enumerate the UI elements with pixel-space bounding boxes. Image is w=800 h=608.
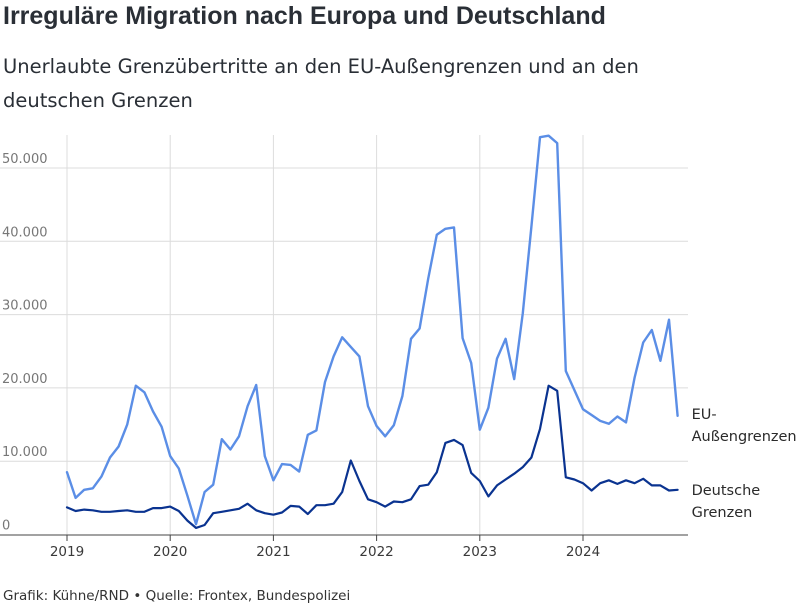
y-tick-label: 10.000 xyxy=(2,445,48,460)
series-label: Grenzen xyxy=(692,505,753,521)
y-tick-label: 50.000 xyxy=(2,152,48,167)
series-label: Deutsche xyxy=(692,483,761,499)
series-line-deutsche-grenzen xyxy=(65,384,679,530)
chart-subtitle: Unerlaubte Grenzübertritte an den EU-Auß… xyxy=(3,55,639,112)
y-tick-label: 30.000 xyxy=(2,299,48,314)
x-tick-label: 2019 xyxy=(50,544,84,560)
x-tick-label: 2022 xyxy=(359,544,393,560)
chart-title: Irreguläre Migration nach Europa und Deu… xyxy=(3,2,606,30)
x-tick-label: 2024 xyxy=(566,544,600,560)
y-tick-label: 40.000 xyxy=(2,225,48,240)
y-tick-label: 20.000 xyxy=(2,372,48,387)
y-tick-label: 0 xyxy=(2,519,10,534)
chart-source: Grafik: Kühne/RND • Quelle: Frontex, Bun… xyxy=(3,588,351,604)
series-label: EU- xyxy=(692,407,717,423)
x-tick-label: 2020 xyxy=(153,544,187,560)
series-line-eu-aussengrenzen xyxy=(65,134,679,526)
x-tick-label: 2023 xyxy=(463,544,497,560)
x-tick-label: 2021 xyxy=(256,544,290,560)
series-label: Außengrenzen xyxy=(692,429,797,445)
